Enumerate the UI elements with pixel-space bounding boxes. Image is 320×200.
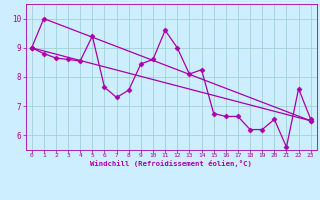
X-axis label: Windchill (Refroidissement éolien,°C): Windchill (Refroidissement éolien,°C) bbox=[90, 160, 252, 167]
